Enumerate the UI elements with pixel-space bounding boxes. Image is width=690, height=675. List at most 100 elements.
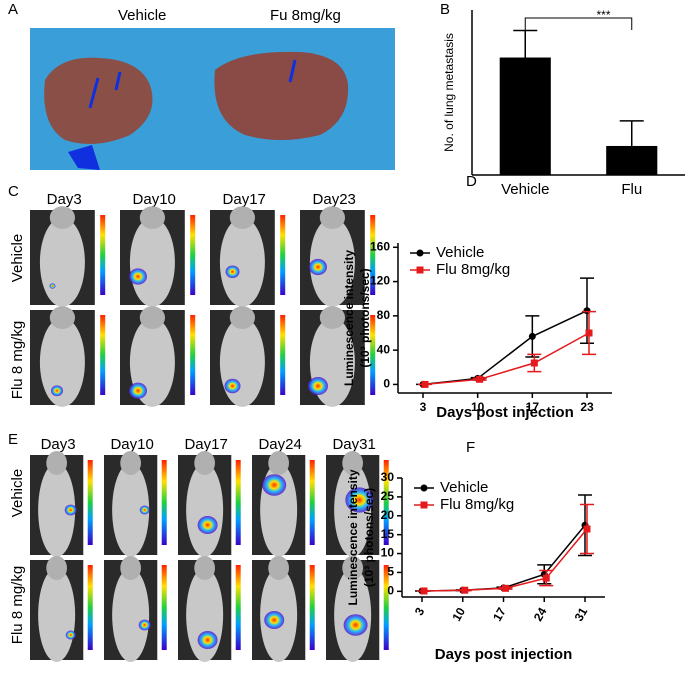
mouse	[112, 463, 150, 557]
photo-label: Fu 8mg/kg	[270, 7, 341, 24]
x-tick-label: 3	[420, 400, 427, 414]
series-line	[424, 332, 590, 386]
signal	[262, 474, 287, 496]
significance-bracket	[524, 17, 633, 30]
y-tick-label: 120	[370, 274, 390, 288]
series-line	[421, 524, 586, 592]
mouse-head	[49, 306, 75, 329]
signal	[264, 611, 285, 629]
day-label: Day3	[47, 191, 82, 208]
row-label: Vehicle	[9, 234, 26, 282]
legend-label: Flu 8mg/kg	[440, 496, 514, 513]
color-scale	[87, 460, 93, 545]
mouse-head	[49, 206, 75, 230]
point	[530, 359, 538, 367]
panel-label: E	[8, 431, 18, 448]
panel-label: C	[8, 183, 19, 200]
y-axis-label: No. of lung metastasis	[442, 33, 456, 152]
y-tick-label: 5	[387, 565, 394, 579]
y-axis-label: Luminescence intensity	[346, 469, 360, 605]
color-scale	[309, 565, 315, 650]
lung	[44, 57, 153, 144]
signal	[138, 619, 151, 631]
day-label: Day17	[223, 191, 266, 208]
x-tick-label: 31	[572, 605, 591, 624]
y-tick-label: 15	[381, 527, 395, 541]
legend-marker	[416, 249, 424, 257]
color-scale	[383, 460, 389, 545]
mouse-head	[139, 306, 165, 329]
x-axis-label: Days post injection	[436, 404, 574, 421]
lung	[214, 51, 349, 140]
y-tick-label: 160	[370, 239, 390, 253]
mouse	[219, 217, 265, 307]
day-label: Day24	[258, 436, 301, 453]
mouse-head	[46, 556, 67, 580]
x-tick-label: 10	[449, 605, 468, 624]
y-axis-label: (10³ photons/sec)	[362, 488, 376, 587]
mouse	[186, 463, 224, 557]
mouse-head	[139, 206, 165, 230]
legend-marker	[420, 484, 428, 492]
y-tick-label: 10	[381, 546, 395, 560]
signal	[345, 487, 374, 513]
point	[476, 375, 484, 383]
color-scale	[280, 215, 286, 295]
color-scale	[100, 315, 106, 395]
y-tick-label: 0	[383, 377, 390, 391]
y-tick-label: 30	[381, 470, 395, 484]
photo-label: Vehicle	[118, 7, 166, 24]
legend-marker	[420, 501, 428, 509]
color-scale	[370, 215, 376, 295]
signal	[129, 382, 147, 399]
day-label: Day10	[133, 191, 176, 208]
row-label: Flu 8 mg/kg	[9, 566, 26, 644]
panel-label: B	[440, 1, 450, 18]
color-scale	[161, 565, 167, 650]
x-axis-label: Days post injection	[435, 646, 573, 663]
mouse	[39, 217, 85, 307]
y-tick-label: 20	[381, 508, 395, 522]
y-tick-label: 40	[377, 342, 391, 356]
mouse-head	[120, 556, 141, 580]
x-tick-label: 23	[580, 400, 594, 414]
panel-label: A	[8, 1, 18, 18]
point	[461, 586, 469, 594]
panel-label: D	[466, 173, 477, 190]
mouse-head	[268, 556, 290, 580]
color-scale	[161, 460, 167, 545]
arrow	[68, 145, 100, 170]
mouse-head	[229, 206, 255, 230]
legend-marker	[416, 266, 424, 274]
y-tick-label: 0	[387, 584, 394, 598]
error-bar	[619, 120, 644, 146]
point	[542, 574, 550, 582]
series-line	[423, 528, 588, 592]
legend-label: Flu 8mg/kg	[436, 261, 510, 278]
point	[502, 584, 509, 592]
signal	[309, 258, 327, 276]
mouse-head	[319, 206, 345, 230]
point	[528, 332, 536, 340]
legend-label: Vehicle	[440, 479, 488, 496]
y-tick-label: 80	[377, 308, 391, 322]
mouse-head	[319, 306, 345, 329]
y-axis-label: Luminescence intensity	[342, 250, 356, 386]
signal	[49, 283, 56, 289]
x-tick-label: 17	[490, 605, 509, 624]
color-scale	[235, 565, 241, 650]
mouse-head	[194, 451, 215, 475]
color-scale	[190, 315, 196, 395]
signal	[64, 504, 77, 516]
x-tick-label: 3	[412, 605, 428, 618]
signal	[224, 378, 241, 394]
bar	[499, 57, 551, 175]
panel-label: F	[466, 439, 475, 456]
mouse-head	[46, 451, 67, 475]
mouse	[38, 568, 76, 662]
day-label: Day3	[41, 436, 76, 453]
day-label: Day10	[110, 436, 153, 453]
mouse-head	[268, 451, 290, 475]
color-scale	[235, 460, 241, 545]
